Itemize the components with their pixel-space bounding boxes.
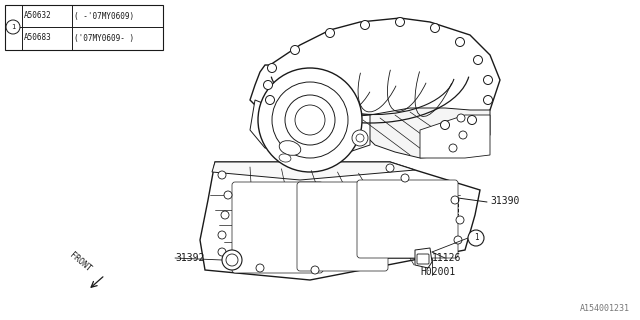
Polygon shape: [212, 162, 415, 180]
Circle shape: [272, 82, 348, 158]
Circle shape: [311, 266, 319, 274]
Text: 11126: 11126: [432, 253, 461, 263]
Circle shape: [396, 18, 404, 27]
Ellipse shape: [279, 141, 301, 155]
Circle shape: [440, 121, 449, 130]
Circle shape: [218, 171, 226, 179]
Polygon shape: [360, 108, 490, 158]
Circle shape: [266, 95, 275, 105]
Circle shape: [456, 216, 464, 224]
Circle shape: [459, 131, 467, 139]
Polygon shape: [250, 18, 500, 130]
Circle shape: [401, 174, 409, 182]
Polygon shape: [415, 248, 432, 268]
Circle shape: [226, 254, 238, 266]
Circle shape: [474, 55, 483, 65]
Text: 31392: 31392: [175, 253, 204, 263]
Circle shape: [224, 191, 232, 199]
Circle shape: [268, 63, 276, 73]
Circle shape: [295, 105, 325, 135]
Circle shape: [256, 264, 264, 272]
Circle shape: [468, 230, 484, 246]
Circle shape: [231, 261, 239, 269]
FancyBboxPatch shape: [297, 182, 388, 271]
Circle shape: [218, 248, 226, 256]
Circle shape: [457, 114, 465, 122]
Circle shape: [431, 23, 440, 33]
FancyBboxPatch shape: [357, 180, 458, 258]
Circle shape: [6, 20, 20, 34]
Circle shape: [451, 196, 459, 204]
Circle shape: [449, 144, 457, 152]
Circle shape: [222, 250, 242, 270]
Text: 1: 1: [11, 24, 15, 30]
Circle shape: [221, 211, 229, 219]
Polygon shape: [250, 100, 370, 155]
Circle shape: [264, 81, 273, 90]
Circle shape: [352, 130, 368, 146]
Ellipse shape: [279, 154, 291, 162]
Polygon shape: [200, 162, 480, 280]
Circle shape: [356, 134, 364, 142]
Text: A50683: A50683: [24, 34, 52, 43]
Circle shape: [291, 45, 300, 54]
Circle shape: [218, 231, 226, 239]
Text: ( -'07MY0609): ( -'07MY0609): [74, 12, 134, 20]
Circle shape: [360, 20, 369, 29]
Circle shape: [258, 68, 362, 172]
Circle shape: [456, 37, 465, 46]
Circle shape: [467, 116, 477, 124]
Text: ('07MY0609- ): ('07MY0609- ): [74, 34, 134, 43]
Text: 1: 1: [474, 234, 478, 243]
Circle shape: [483, 76, 493, 84]
FancyBboxPatch shape: [232, 182, 323, 273]
FancyBboxPatch shape: [417, 254, 429, 264]
Circle shape: [326, 28, 335, 37]
Text: FRONT: FRONT: [68, 251, 92, 274]
Text: 31390: 31390: [490, 196, 520, 206]
Circle shape: [386, 164, 394, 172]
Circle shape: [454, 236, 462, 244]
Text: A154001231: A154001231: [580, 304, 630, 313]
Text: A50632: A50632: [24, 12, 52, 20]
Circle shape: [285, 95, 335, 145]
Text: H02001: H02001: [420, 267, 455, 277]
FancyBboxPatch shape: [5, 5, 163, 50]
Polygon shape: [420, 115, 490, 158]
Circle shape: [483, 95, 493, 105]
